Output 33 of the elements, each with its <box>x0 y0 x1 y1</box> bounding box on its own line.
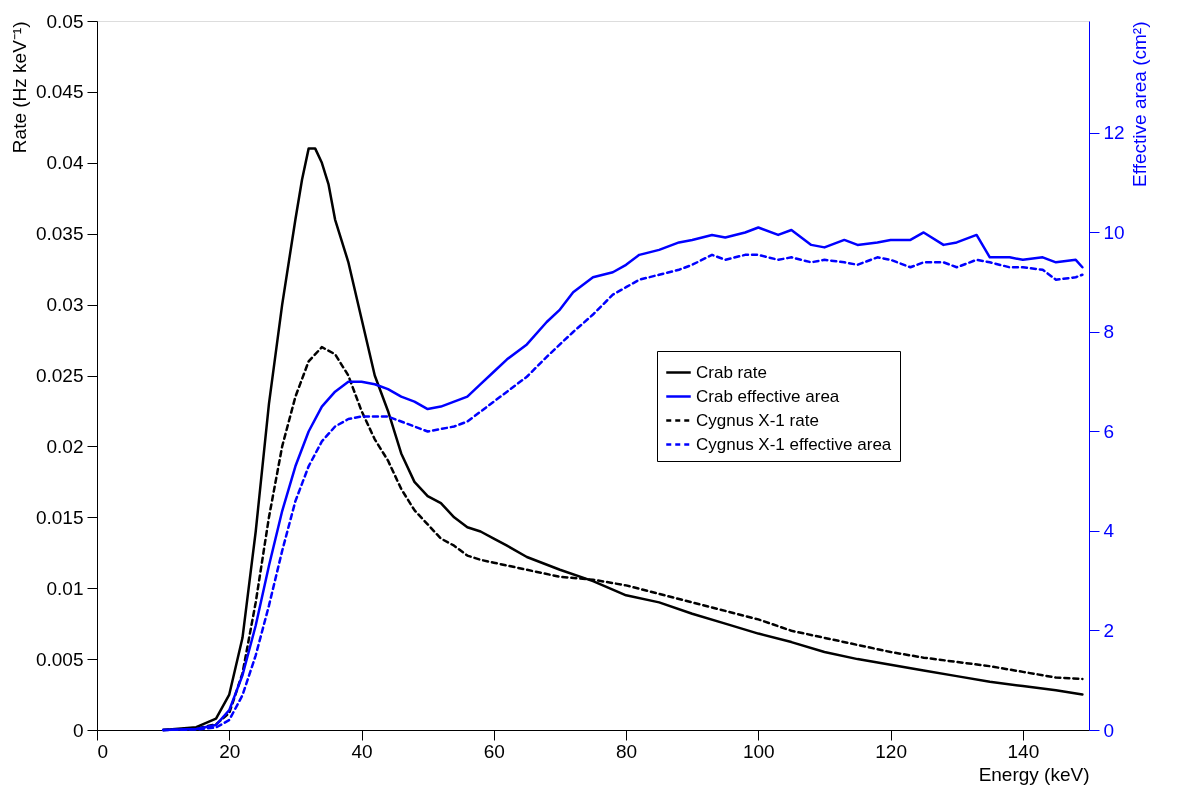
y-tick-label: 0 <box>72 719 84 741</box>
x-tick-label: 0 <box>97 740 109 762</box>
y-tick-label: 0.035 <box>35 223 84 245</box>
y-tick-label: 0.005 <box>35 648 84 670</box>
y2-tick-label: 6 <box>1103 420 1115 442</box>
y-tick-label: 0.05 <box>46 10 84 32</box>
x-tick-label: 100 <box>742 740 775 762</box>
y2-tick-label: 0 <box>1103 719 1115 741</box>
y-axis-title: Rate (Hz keV⁻¹) <box>8 21 30 154</box>
y2-tick-label: 10 <box>1103 221 1125 243</box>
legend-label: Crab rate <box>696 362 767 382</box>
y-tick-label: 0.03 <box>46 294 84 316</box>
x-tick-label: 20 <box>219 740 241 762</box>
y2-axis-title: Effective area (cm²) <box>1128 21 1150 187</box>
x-tick-label: 60 <box>483 740 505 762</box>
y2-tick-label: 4 <box>1103 520 1115 542</box>
y-tick-label: 0.01 <box>46 577 84 599</box>
y-tick-label: 0.045 <box>35 81 84 103</box>
legend-label: Cygnus X-1 rate <box>696 410 819 430</box>
legend-label: Crab effective area <box>696 386 840 406</box>
legend-label: Cygnus X-1 effective area <box>696 434 892 454</box>
y2-tick-label: 8 <box>1103 321 1115 343</box>
y-tick-label: 0.025 <box>35 365 84 386</box>
x-tick-label: 40 <box>351 740 373 762</box>
x-tick-label: 80 <box>616 740 638 762</box>
x-axis-title: Energy (keV) <box>978 763 1090 785</box>
y-tick-label: 0.015 <box>35 506 84 528</box>
y-tick-label: 0.02 <box>46 435 84 457</box>
x-tick-label: 140 <box>1007 740 1040 762</box>
y2-tick-label: 2 <box>1103 619 1115 641</box>
x-tick-label: 120 <box>875 740 907 762</box>
y-tick-label: 0.04 <box>46 152 84 174</box>
y2-tick-label: 12 <box>1103 122 1125 144</box>
